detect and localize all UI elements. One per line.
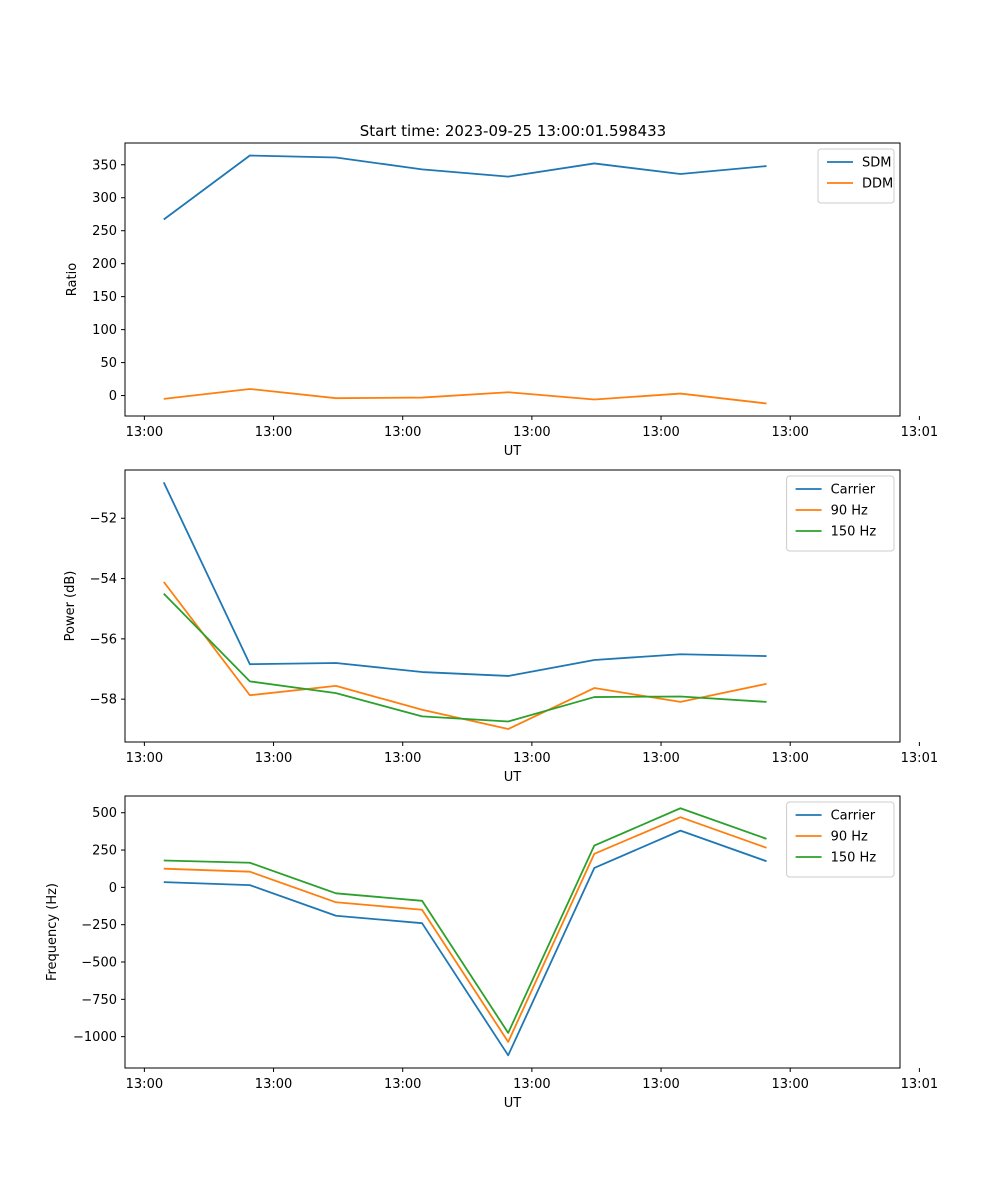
series-line-sdm: [163, 154, 767, 221]
y-tick-label: −500: [81, 956, 117, 971]
y-tick-label: 500: [92, 806, 117, 821]
axes-frame: [124, 795, 901, 1069]
x-tick-label: 13:01: [901, 425, 938, 440]
legend-label: 90 Hz: [831, 504, 868, 519]
legend-box: [786, 801, 895, 878]
x-tick-label: 13:00: [642, 751, 679, 766]
y-tick-label: −54: [90, 572, 117, 587]
ratio-chart: 13:00 13:00 13:00 13:00 13:00 13:00 13:01 0 50 10…: [65, 142, 938, 459]
x-tick-label: 13:00: [384, 1077, 421, 1092]
series-line-carrier: [163, 829, 767, 1057]
legend: Carrier 90 Hz 150 Hz: [786, 475, 895, 552]
x-tick-label: 13:01: [901, 751, 938, 766]
y-tick-label: −58: [90, 693, 117, 708]
x-axis-label: UT: [504, 1096, 522, 1111]
x-tick-label: 13:00: [255, 751, 292, 766]
legend-box: [786, 475, 895, 552]
series-group: [163, 154, 767, 405]
x-tick-label: 13:00: [255, 1077, 292, 1092]
x-tick-label: 13:00: [126, 425, 163, 440]
y-tick-label: 300: [92, 191, 117, 206]
series-line-150-hz: [163, 807, 767, 1034]
x-axis-label: UT: [504, 444, 522, 459]
legend: SDM DDM: [817, 148, 895, 204]
series-group: [163, 807, 767, 1057]
x-tick-label: 13:00: [513, 751, 550, 766]
legend-label: Carrier: [831, 809, 876, 824]
x-tick-label: 13:00: [126, 751, 163, 766]
x-tick-label: 13:00: [384, 425, 421, 440]
y-tick-label: −52: [90, 512, 117, 527]
y-tick-label: 100: [92, 323, 117, 338]
y-tick-label: 250: [92, 224, 117, 239]
legend-label: 150 Hz: [831, 851, 877, 866]
series-line-ddm: [163, 388, 767, 405]
y-tick-label: 0: [109, 881, 117, 896]
series-line-90-hz: [163, 816, 767, 1043]
x-tick-label: 13:00: [771, 425, 808, 440]
y-tick-label: 50: [100, 356, 117, 371]
frequency-chart: 13:00 13:00 13:00 13:00 13:00 13:00 13:01 −1000…: [45, 795, 938, 1111]
y-tick-label: −250: [81, 918, 117, 933]
x-axis-label: UT: [504, 770, 522, 785]
x-tick-label: 13:00: [513, 1077, 550, 1092]
y-tick-label: 0: [109, 389, 117, 404]
y-tick-label: 350: [92, 158, 117, 173]
x-tick-label: 13:00: [642, 425, 679, 440]
series-line-150-hz: [163, 593, 767, 723]
legend: Carrier 90 Hz 150 Hz: [786, 801, 895, 878]
y-axis-label: Power (dB): [63, 571, 78, 642]
axes-frame: [124, 469, 901, 743]
x-tick-label: 13:00: [513, 425, 550, 440]
x-tick-label: 13:00: [771, 1077, 808, 1092]
axes-frame: [124, 142, 901, 417]
x-tick-label: 13:00: [642, 1077, 679, 1092]
x-tick-label: 13:00: [384, 751, 421, 766]
legend-label: DDM: [862, 177, 893, 192]
x-tick-label: 13:00: [255, 425, 292, 440]
x-tick-label: 13:00: [771, 751, 808, 766]
y-tick-label: 150: [92, 290, 117, 305]
legend-label: Carrier: [831, 483, 876, 498]
legend-label: 90 Hz: [831, 830, 868, 845]
y-tick-label: −56: [90, 632, 117, 647]
figure-title: Start time: 2023-09-25 13:00:01.598433: [360, 122, 666, 140]
y-tick-label: −750: [81, 993, 117, 1008]
series-group: [162, 481, 767, 730]
y-axis-label: Ratio: [65, 263, 80, 296]
legend-label: SDM: [862, 156, 891, 171]
x-tick-label: 13:00: [126, 1077, 163, 1092]
x-tick-label: 13:01: [901, 1077, 938, 1092]
legend-label: 150 Hz: [831, 525, 877, 540]
y-tick-label: 200: [92, 257, 117, 272]
power-chart: 13:00 13:00 13:00 13:00 13:00 13:00 13:01 −58 −5…: [63, 469, 938, 785]
y-tick-label: 250: [92, 844, 117, 859]
series-line-carrier: [162, 481, 767, 677]
y-axis-label: Frequency (Hz): [45, 883, 60, 981]
y-tick-label: −1000: [73, 1030, 117, 1045]
